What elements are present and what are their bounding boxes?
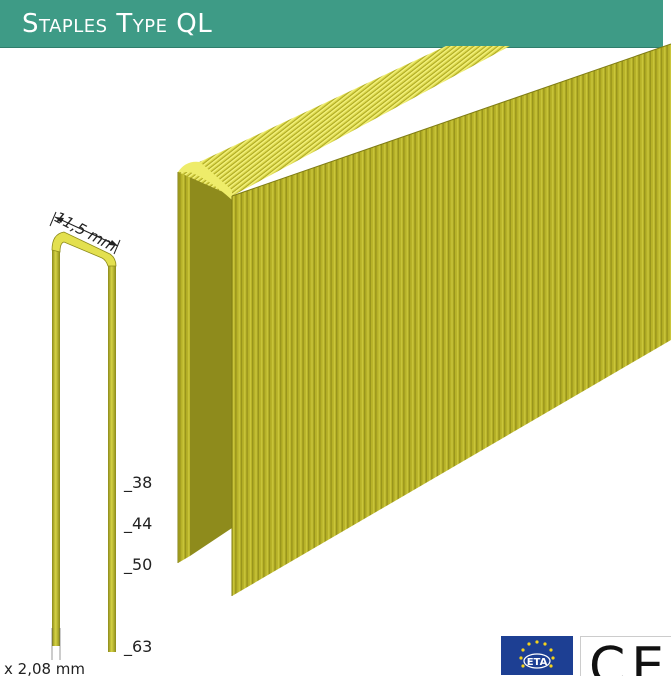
staple-strip-top: [178, 46, 510, 196]
eta-label: ETA: [526, 657, 548, 668]
single-staple: [51, 231, 117, 660]
ce-mark: CE: [589, 637, 671, 676]
header-bar: Staples Type QL: [0, 0, 663, 48]
eu-stars-icon: [519, 640, 555, 669]
length-label-44: _44: [124, 514, 153, 533]
single-staple-right-leg: [108, 264, 116, 652]
length-label-38: _38: [124, 473, 153, 492]
length-label-63: _63: [124, 637, 153, 656]
length-label-50: _50: [124, 555, 153, 574]
single-staple-crown: [51, 231, 117, 267]
page-title: Staples Type QL: [22, 9, 213, 39]
width-dimension: [49, 211, 121, 255]
certification-marks: ETA CE: [501, 631, 671, 676]
staple-strip-back-leg: [178, 166, 190, 563]
staple-strip: [177, 43, 671, 596]
wire-dimension-label: x 2,08 mm: [4, 660, 86, 678]
staple-strip-gap: [190, 166, 232, 556]
staple-strip-front-face: [232, 44, 671, 596]
single-staple-left-leg: [52, 250, 60, 646]
ce-mark-box: CE: [580, 636, 671, 676]
eta-logo: ETA: [501, 636, 573, 675]
staple-strip-crown-edge: [178, 161, 232, 200]
